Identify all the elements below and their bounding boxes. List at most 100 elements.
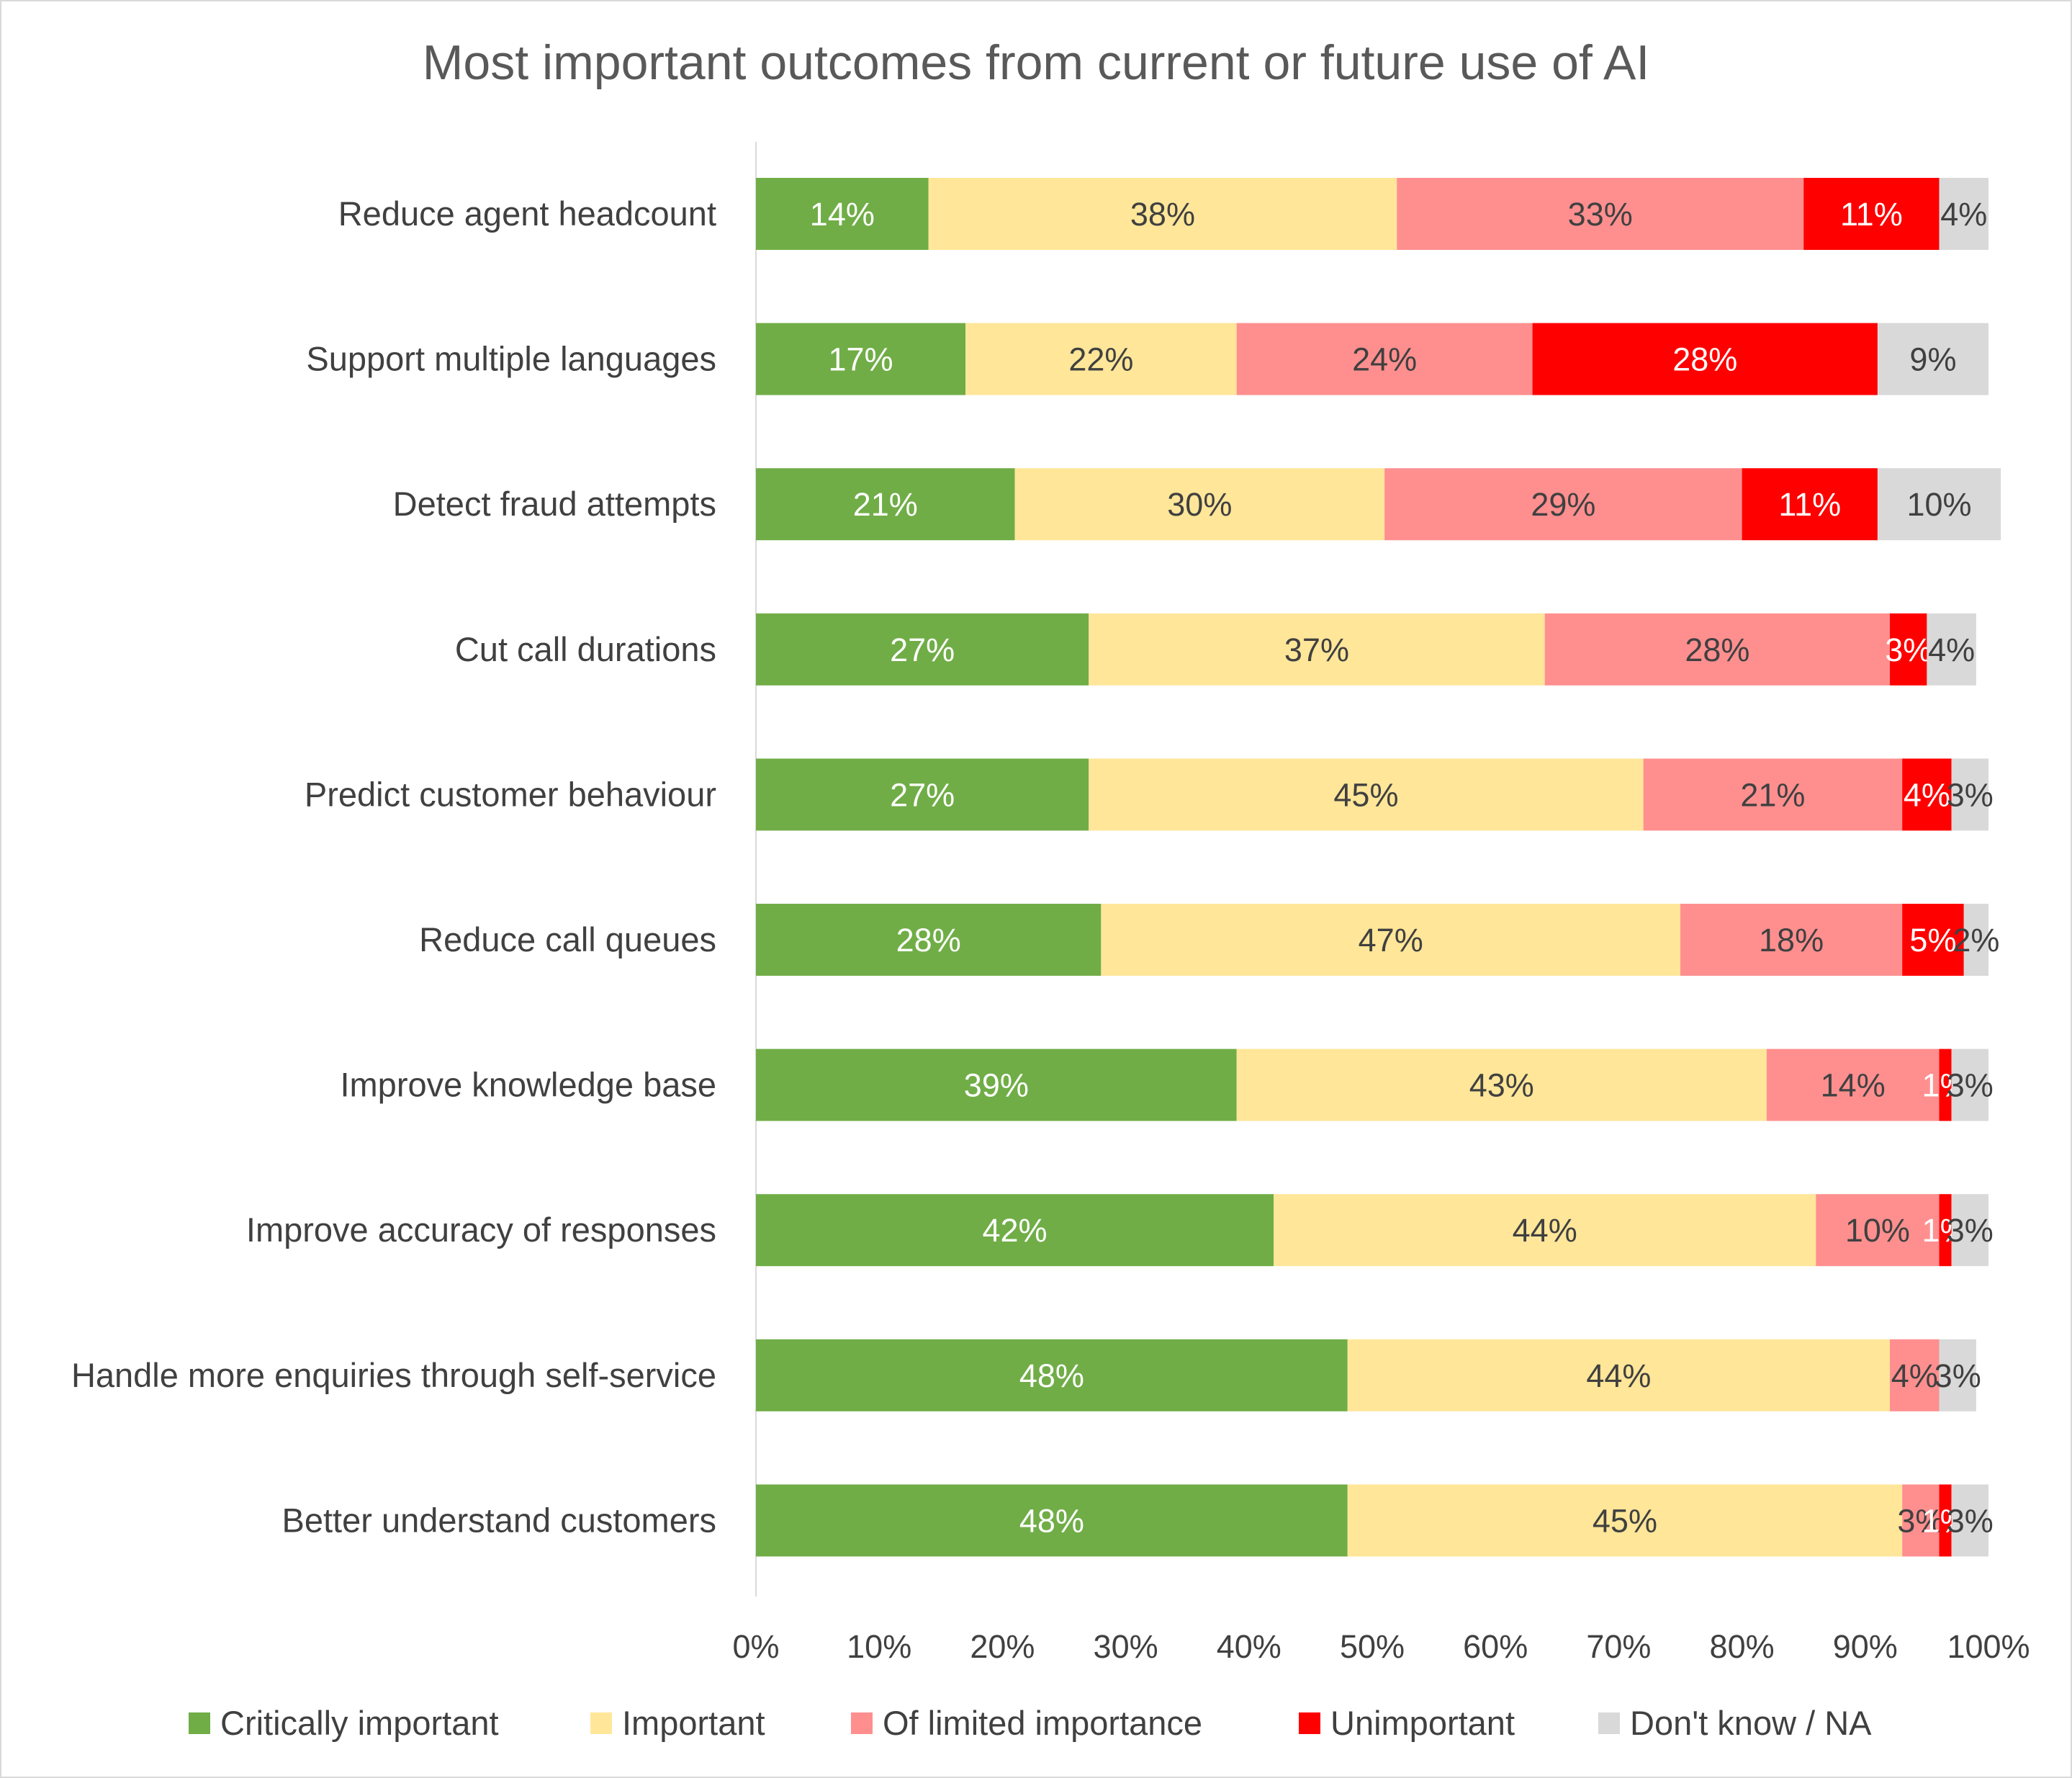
- x-tick-label: 70%: [1586, 1628, 1651, 1665]
- data-label-don-t-know-na-support-multiple-languages: 9%: [1909, 341, 1956, 378]
- bar-important-detect-fraud-attempts: [1014, 468, 1385, 541]
- bar-unimportant-cut-call-durations: [1890, 613, 1927, 686]
- bar-critically-important-detect-fraud-attempts: [756, 468, 1015, 541]
- category-label-detect-fraud-attempts: Detect fraud attempts: [393, 485, 716, 523]
- x-axis-ticks: 0% 10% 20% 30% 40% 50% 60% 70% 80% 90% 100%: [732, 1628, 2030, 1665]
- bar-of-limited-importance-predict-customer-behaviour: [1643, 758, 1903, 831]
- data-label-important-handle-more-enquiries-through-self-service: 44%: [1586, 1357, 1651, 1394]
- data-label-critically-important-improve-knowledge-base: 39%: [964, 1067, 1029, 1104]
- data-label-of-limited-importance-handle-more-enquiries-through-self-service: 4%: [1891, 1357, 1938, 1394]
- bar-of-limited-importance-handle-more-enquiries-through-self-service: [1890, 1339, 1940, 1411]
- bar-critically-important-handle-more-enquiries-through-self-service: [756, 1339, 1348, 1411]
- data-label-critically-important-reduce-call-queues: 28%: [896, 922, 961, 958]
- bar-unimportant-reduce-call-queues: [1902, 904, 1964, 976]
- bar-unimportant-predict-customer-behaviour: [1902, 758, 1952, 831]
- bar-important-better-understand-customers: [1347, 1484, 1903, 1557]
- bar-critically-important-reduce-agent-headcount: [756, 178, 929, 250]
- data-label-critically-important-predict-customer-behaviour: 27%: [890, 776, 955, 813]
- data-label-unimportant-predict-customer-behaviour: 4%: [1904, 776, 1950, 813]
- legend-label-important: Important: [622, 1704, 765, 1742]
- data-label-important-improve-knowledge-base: 43%: [1469, 1067, 1534, 1104]
- x-tick-label: 0%: [732, 1628, 779, 1665]
- bar-don-t-know-na-improve-knowledge-base: [1951, 1049, 1988, 1121]
- data-label-unimportant-support-multiple-languages: 28%: [1672, 341, 1737, 378]
- data-label-don-t-know-na-reduce-agent-headcount: 4%: [1940, 196, 1987, 233]
- data-label-of-limited-importance-better-understand-customers: 3%: [1897, 1502, 1944, 1539]
- bar-of-limited-importance-reduce-agent-headcount: [1397, 178, 1804, 250]
- legend-swatch-critically-important: [189, 1712, 210, 1734]
- bar-unimportant-support-multiple-languages: [1532, 323, 1878, 395]
- x-tick-label: 90%: [1833, 1628, 1898, 1665]
- data-label-critically-important-cut-call-durations: 27%: [890, 632, 955, 668]
- data-label-of-limited-importance-support-multiple-languages: 24%: [1352, 341, 1417, 378]
- bar-important-cut-call-durations: [1089, 613, 1545, 686]
- category-label-improve-accuracy-of-responses: Improve accuracy of responses: [246, 1211, 716, 1249]
- bar-unimportant-reduce-agent-headcount: [1803, 178, 1940, 250]
- bar-critically-important-improve-accuracy-of-responses: [756, 1194, 1274, 1267]
- bar-don-t-know-na-better-understand-customers: [1951, 1484, 1988, 1557]
- data-label-unimportant-reduce-call-queues: 5%: [1909, 922, 1956, 958]
- data-label-of-limited-importance-reduce-call-queues: 18%: [1759, 922, 1824, 958]
- bar-don-t-know-na-support-multiple-languages: [1877, 323, 1988, 395]
- bar-important-reduce-call-queues: [1101, 904, 1680, 976]
- x-tick-label: 30%: [1094, 1628, 1158, 1665]
- bar-don-t-know-na-detect-fraud-attempts: [1877, 468, 2001, 541]
- legend-swatch-unimportant: [1299, 1712, 1320, 1734]
- bar-don-t-know-na-improve-accuracy-of-responses: [1951, 1194, 1988, 1267]
- x-tick-label: 60%: [1463, 1628, 1528, 1665]
- data-label-don-t-know-na-handle-more-enquiries-through-self-service: 3%: [1934, 1357, 1981, 1394]
- category-label-reduce-agent-headcount: Reduce agent headcount: [338, 194, 716, 233]
- bar-critically-important-cut-call-durations: [756, 613, 1089, 686]
- data-label-important-reduce-call-queues: 47%: [1359, 922, 1423, 958]
- data-label-unimportant-detect-fraud-attempts: 11%: [1778, 486, 1841, 523]
- bar-of-limited-importance-improve-accuracy-of-responses: [1816, 1194, 1940, 1267]
- data-label-important-predict-customer-behaviour: 45%: [1333, 776, 1398, 813]
- bar-don-t-know-na-handle-more-enquiries-through-self-service: [1939, 1339, 1976, 1411]
- data-label-of-limited-importance-predict-customer-behaviour: 21%: [1740, 776, 1805, 813]
- x-tick-label: 10%: [847, 1628, 911, 1665]
- legend: Critically important Important Of limited …: [189, 1704, 1872, 1742]
- legend-label-unimportant: Unimportant: [1330, 1704, 1515, 1742]
- x-tick-label: 80%: [1710, 1628, 1775, 1665]
- bar-critically-important-better-understand-customers: [756, 1484, 1348, 1557]
- data-label-unimportant-cut-call-durations: 3%: [1885, 632, 1932, 668]
- category-label-cut-call-durations: Cut call durations: [455, 630, 716, 668]
- data-label-important-support-multiple-languages: 22%: [1068, 341, 1133, 378]
- bar-important-handle-more-enquiries-through-self-service: [1347, 1339, 1891, 1411]
- bar-important-predict-customer-behaviour: [1089, 758, 1644, 831]
- data-label-critically-important-support-multiple-languages: 17%: [828, 341, 893, 378]
- bar-of-limited-importance-reduce-call-queues: [1680, 904, 1903, 976]
- legend-swatch-important: [590, 1712, 612, 1734]
- data-label-important-detect-fraud-attempts: 30%: [1167, 486, 1232, 523]
- data-label-of-limited-importance-reduce-agent-headcount: 33%: [1568, 196, 1633, 233]
- x-tick-label: 20%: [970, 1628, 1035, 1665]
- bar-critically-important-improve-knowledge-base: [756, 1049, 1237, 1121]
- legend-label-critically-important: Critically important: [220, 1704, 499, 1742]
- data-label-critically-important-detect-fraud-attempts: 21%: [853, 486, 918, 523]
- chart-title: Most important outcomes from current or …: [423, 35, 1649, 90]
- data-label-don-t-know-na-improve-accuracy-of-responses: 3%: [1947, 1212, 1994, 1249]
- legend-label-of-limited-importance: Of limited importance: [883, 1704, 1202, 1742]
- legend-swatch-don-t-know-na: [1598, 1712, 1620, 1734]
- bar-unimportant-better-understand-customers: [1939, 1484, 1952, 1557]
- category-label-improve-knowledge-base: Improve knowledge base: [340, 1066, 716, 1104]
- bar-important-improve-knowledge-base: [1236, 1049, 1767, 1121]
- data-label-important-cut-call-durations: 37%: [1284, 632, 1349, 668]
- data-label-important-better-understand-customers: 45%: [1593, 1502, 1657, 1539]
- data-label-don-t-know-na-improve-knowledge-base: 3%: [1947, 1067, 1994, 1104]
- category-label-predict-customer-behaviour: Predict customer behaviour: [305, 775, 716, 813]
- category-label-handle-more-enquiries-through-self-service: Handle more enquiries through self-servi…: [71, 1356, 716, 1394]
- bar-important-reduce-agent-headcount: [928, 178, 1397, 250]
- bar-of-limited-importance-better-understand-customers: [1902, 1484, 1940, 1557]
- bar-don-t-know-na-reduce-agent-headcount: [1939, 178, 1988, 250]
- data-label-important-reduce-agent-headcount: 38%: [1130, 196, 1195, 233]
- bar-unimportant-detect-fraud-attempts: [1742, 468, 1878, 541]
- data-label-critically-important-better-understand-customers: 48%: [1019, 1502, 1084, 1539]
- data-label-critically-important-improve-accuracy-of-responses: 42%: [982, 1212, 1047, 1249]
- data-label-critically-important-reduce-agent-headcount: 14%: [810, 196, 875, 233]
- category-label-support-multiple-languages: Support multiple languages: [306, 340, 716, 378]
- data-label-don-t-know-na-reduce-call-queues: 2%: [1952, 922, 1999, 958]
- bar-of-limited-importance-improve-knowledge-base: [1766, 1049, 1940, 1121]
- data-label-don-t-know-na-better-understand-customers: 3%: [1947, 1502, 1994, 1539]
